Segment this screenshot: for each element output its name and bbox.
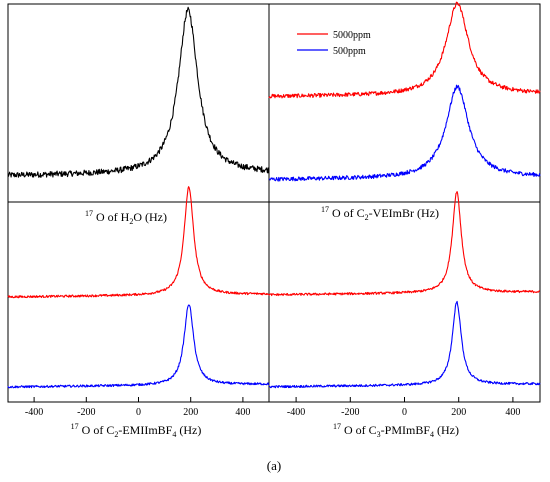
panel-label-part: 4 (172, 430, 176, 439)
x-tick-label-bottom-left: 200 (183, 407, 198, 418)
x-tick-label-bottom-left: 400 (235, 407, 250, 418)
panel-label-part: 2 (129, 217, 133, 226)
x-tick-label-bottom-right: 0 (402, 407, 407, 418)
trace-top-left-0 (7, 6, 270, 178)
panel-label-part: -EMIImBF (118, 423, 172, 437)
panel-label-part: O of C (341, 423, 377, 437)
figure-label: (a) (267, 458, 281, 473)
x-tick-label-bottom-left: -400 (25, 407, 43, 418)
spectra-traces (7, 1, 541, 389)
panel-label-part: 17 (333, 422, 341, 431)
x-tick-label-bottom-right: 400 (505, 407, 520, 418)
x-tick-label-bottom-left: 0 (136, 407, 141, 418)
panel-label-part: 17 (85, 209, 93, 218)
x-tick-label-bottom-right: -200 (341, 407, 359, 418)
panel-label-part: O of H (93, 210, 130, 224)
panel-label-pmim: 17 O of C3-PMImBF4 (Hz) (333, 422, 459, 439)
trace-bottom-left-1 (7, 304, 270, 389)
legend: 5000ppm 500ppm (297, 30, 371, 57)
legend-label-500ppm: 500ppm (333, 46, 366, 57)
panel-label-part: O (Hz) (133, 210, 167, 224)
x-tick-label-bottom-right: -400 (287, 407, 305, 418)
panel-label-part: -PMImBF (381, 423, 431, 437)
panel-label-part: (Hz) (434, 423, 459, 437)
panel-label-part: -VEImBr (Hz) (369, 206, 439, 220)
x-tick-label-bottom-left: -200 (77, 407, 95, 418)
panel-label-emim: 17 O of C2-EMIImBF4 (Hz) (71, 422, 202, 439)
panel-label-part: 17 (321, 205, 329, 214)
trace-bottom-right-1 (268, 300, 541, 389)
panel-label-part: 4 (430, 430, 434, 439)
panel-label-part: (Hz) (176, 423, 201, 437)
panel-label-h2o: 17 O of H2O (Hz) (85, 209, 167, 226)
trace-bottom-right-0 (268, 191, 541, 297)
panel-label-part: 3 (377, 430, 381, 439)
panel-label-part: O of C (329, 206, 365, 220)
trace-bottom-left-0 (7, 186, 270, 299)
trace-top-right-0 (268, 1, 541, 99)
panel-label-part: 2 (365, 213, 369, 222)
panel-label-part: 2 (114, 430, 118, 439)
figure-frame (7, 3, 541, 403)
panel-label-part: 17 (71, 422, 79, 431)
panel-label-part: O of C (79, 423, 115, 437)
legend-label-5000ppm: 5000ppm (333, 30, 371, 41)
panel-label-vinyl: 17 O of C2-VEImBr (Hz) (321, 205, 439, 222)
trace-top-right-1 (268, 84, 541, 182)
x-tick-label-bottom-right: 200 (451, 407, 466, 418)
x-axis-ticks: -400 -200 0 200 400 -400 -200 0 200 400 (25, 397, 520, 418)
